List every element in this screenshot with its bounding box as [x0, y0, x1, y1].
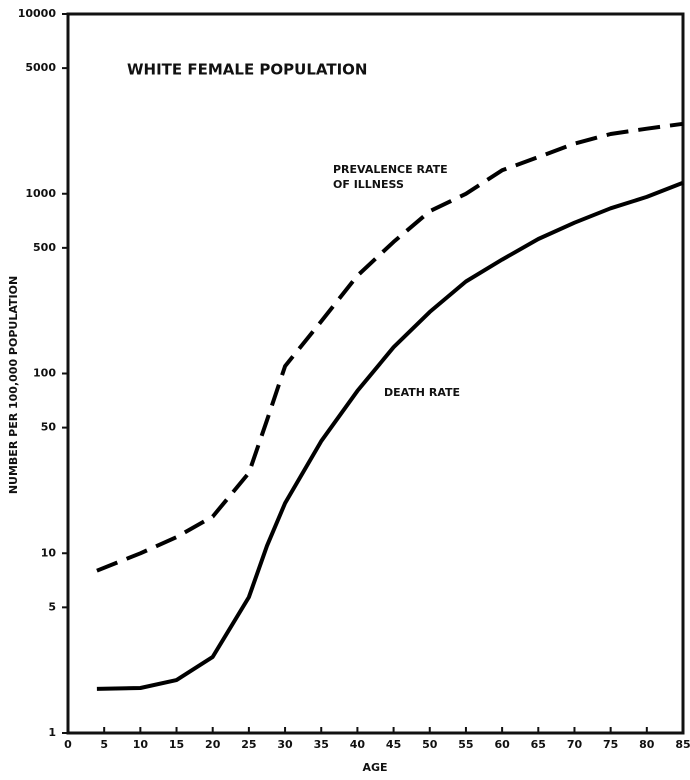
x-tick-label: 85 — [675, 738, 690, 751]
annotation: PREVALENCE RATE — [333, 163, 448, 176]
series-line — [96, 180, 684, 691]
x-tick-label: 10 — [133, 738, 149, 751]
x-tick-label: 75 — [603, 738, 618, 751]
plot-frame — [66, 12, 685, 735]
x-tick-label: 0 — [64, 738, 72, 751]
x-tick-label: 65 — [531, 738, 546, 751]
x-tick-label: 55 — [458, 738, 473, 751]
x-tick-label: 70 — [567, 738, 583, 751]
x-tick-label: 50 — [422, 738, 438, 751]
x-tick-label: 40 — [350, 738, 366, 751]
y-axis-label: NUMBER PER 100,000 POPULATION — [7, 276, 20, 494]
x-tick-label: 35 — [314, 738, 329, 751]
y-tick-label: 50 — [41, 421, 57, 434]
y-tick-label: 1000 — [25, 187, 56, 200]
x-tick-label: 20 — [205, 738, 221, 751]
annotation: DEATH RATE — [384, 386, 460, 399]
x-tick-label: 5 — [100, 738, 108, 751]
annotation: OF ILLNESS — [333, 178, 404, 191]
y-tick-label: 10000 — [18, 7, 57, 20]
series-line — [96, 121, 684, 573]
y-tick-label: 1 — [48, 726, 56, 739]
y-tick-label: 5 — [48, 600, 56, 613]
x-tick-label: 45 — [386, 738, 401, 751]
x-tick-label: 30 — [277, 738, 293, 751]
chart-title: WHITE FEMALE POPULATION — [127, 61, 367, 79]
y-tick-label: 100 — [33, 367, 56, 380]
x-tick-label: 15 — [169, 738, 184, 751]
y-tick-label: 500 — [33, 241, 56, 254]
x-axis-label: AGE — [362, 761, 387, 774]
x-tick-label: 25 — [241, 738, 256, 751]
y-tick-label: 5000 — [25, 61, 56, 74]
x-tick-label: 60 — [494, 738, 510, 751]
x-tick-label: 80 — [639, 738, 655, 751]
y-tick-label: 10 — [41, 546, 57, 559]
